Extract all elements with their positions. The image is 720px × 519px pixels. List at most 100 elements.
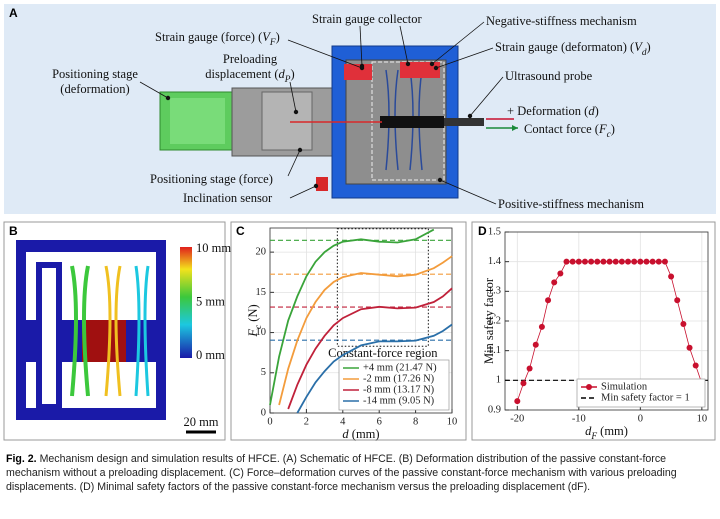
text-part: (N) — [246, 304, 260, 324]
point — [563, 258, 570, 265]
caption-text: Mechanism design and simulation results … — [6, 453, 677, 493]
colorbar-label: 5 mm — [196, 294, 225, 308]
caption-label: Fig. 2. — [6, 453, 37, 465]
point — [569, 258, 576, 265]
diagram-label: Ultrasound probe — [505, 69, 593, 83]
leader-line — [469, 76, 504, 117]
leader-line — [139, 81, 169, 99]
y-tick-label: 1.5 — [488, 226, 501, 237]
y-tick-label: 0.9 — [488, 404, 501, 415]
leader-dot — [293, 109, 299, 115]
text-part: P — [284, 75, 291, 85]
diagram-label: Positive-stiffness mechanism — [498, 197, 644, 211]
region-box — [336, 228, 429, 347]
legend-label: -8 mm (13.17 N) — [363, 384, 435, 395]
colorbar-label: 10 mm — [196, 241, 231, 255]
diagram-label: Strain gauge (force) (VF) — [155, 30, 280, 48]
x-tick-label: 6 — [377, 416, 382, 427]
diagram-label: Inclination sensor — [183, 191, 273, 205]
diagram-label: Strain gauge (deformaton) (Vd) — [495, 40, 651, 58]
x-tick-label: 8 — [413, 416, 418, 427]
point — [581, 258, 588, 265]
legend-box — [576, 378, 706, 408]
diagram-label: displacement (dP) — [205, 67, 294, 85]
caption: Fig. 2. Mechanism design and simulation … — [6, 452, 714, 494]
point — [668, 273, 675, 280]
leader-dot — [437, 177, 443, 183]
text-part: c — [607, 130, 612, 140]
deformation-map — [16, 240, 216, 434]
leader-dot — [429, 61, 435, 67]
point — [637, 258, 644, 265]
diagram-label: Positioning stage — [52, 67, 138, 81]
plot-frame — [269, 227, 453, 414]
x-axis-label: d (mm) — [342, 427, 379, 441]
y-tick-label: 1.3 — [488, 286, 501, 297]
diagram-label: (deformation) — [60, 82, 129, 96]
x-tick-label: -10 — [572, 413, 586, 424]
point — [674, 297, 681, 304]
y-tick-label: 1.2 — [488, 315, 501, 326]
diagram-label: Contact force (Fc) — [524, 122, 615, 140]
text-part: (mm) — [349, 427, 380, 441]
series-line — [278, 255, 453, 406]
y-axis-label: Min safety factor — [482, 277, 496, 364]
text-part: F — [269, 38, 276, 48]
legend-label: -14 mm (9.05 N) — [363, 395, 435, 406]
text-part: Contact force ( — [524, 122, 599, 136]
x-tick-label: 0 — [638, 413, 643, 424]
point — [643, 258, 650, 265]
text-part: c — [254, 324, 264, 329]
y-axis-label: Fc (N) — [246, 304, 264, 337]
x-axis-label: dF (mm) — [585, 424, 628, 442]
region-label: Constant-force region — [328, 346, 438, 360]
text-part: Deformation ( — [514, 104, 588, 118]
series-line — [269, 228, 435, 406]
text-part: displacement ( — [205, 67, 278, 81]
point — [606, 258, 613, 265]
text-part: Strain gauge (force) ( — [155, 30, 262, 44]
plot-frame — [504, 231, 709, 411]
device — [159, 45, 518, 199]
text-part: F — [246, 329, 260, 338]
text-part: Strain gauge (deformaton) ( — [495, 40, 634, 54]
series-line — [287, 287, 453, 410]
legend-label: +4 mm (21.47 N) — [363, 362, 437, 373]
y-tick-label: 1.4 — [488, 256, 502, 267]
text-part: ) — [595, 104, 599, 118]
panel-letter: A — [9, 6, 18, 20]
y-tick-label: 1 — [496, 375, 501, 386]
leader-dot — [297, 147, 303, 153]
leader-dot — [313, 183, 319, 189]
text-part: ) — [291, 67, 295, 81]
y-tick-label: 20 — [256, 247, 267, 258]
point — [557, 270, 564, 277]
text-part: V — [262, 30, 271, 44]
series-line — [296, 323, 453, 414]
y-tick-label: 0 — [261, 407, 266, 418]
legend-label: -2 mm (17.26 N) — [363, 373, 435, 384]
y-tick-label: 15 — [256, 287, 267, 298]
point — [594, 258, 601, 265]
point — [618, 258, 625, 265]
leader-line — [435, 47, 494, 69]
x-tick-label: 2 — [304, 416, 309, 427]
point — [538, 323, 545, 330]
point — [532, 341, 539, 348]
point — [692, 362, 699, 369]
text-part: + — [507, 104, 514, 118]
text-part: ) — [611, 122, 615, 136]
leader-dot — [467, 113, 473, 119]
point — [526, 365, 533, 372]
leader-line — [289, 185, 317, 199]
leader-line — [287, 149, 301, 177]
y-tick-label: 10 — [256, 327, 267, 338]
text-part: d — [342, 427, 349, 441]
diagram-label: + Deformation (d) — [507, 104, 599, 118]
diagram-label: Positioning stage (force) — [150, 172, 273, 186]
point — [520, 380, 527, 387]
legend-label: Simulation — [601, 381, 648, 392]
x-tick-label: -20 — [510, 413, 524, 424]
